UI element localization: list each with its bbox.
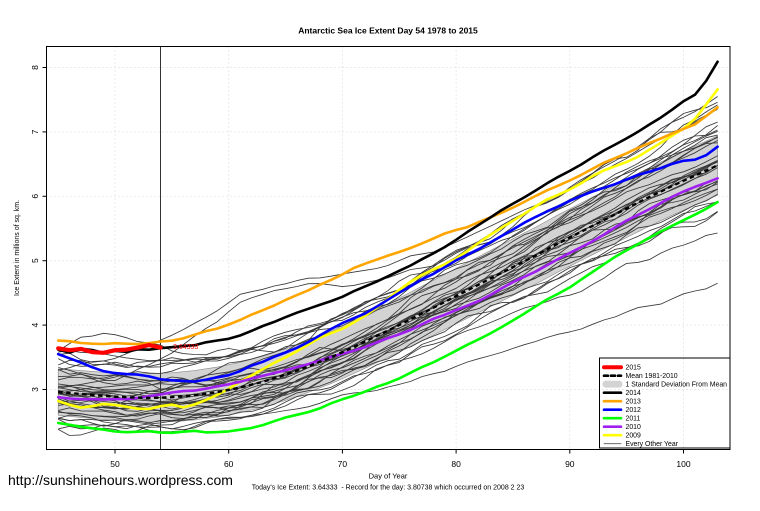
svg-text:3: 3: [30, 387, 40, 392]
svg-text:70: 70: [338, 459, 348, 469]
svg-text:3.64333: 3.64333: [173, 344, 198, 351]
svg-text:2013: 2013: [626, 399, 641, 406]
svg-text:80: 80: [451, 459, 461, 469]
svg-text:7: 7: [30, 129, 40, 134]
svg-text:Every Other Year: Every Other Year: [626, 441, 679, 448]
svg-text:50: 50: [110, 459, 120, 469]
svg-text:http://sunshinehours.wordpress: http://sunshinehours.wordpress.com: [8, 472, 233, 488]
svg-text:4: 4: [30, 322, 40, 327]
svg-text:2011: 2011: [626, 416, 641, 423]
svg-text:Today's Ice Extent: 3.64333 -: Today's Ice Extent: 3.64333 - Record for…: [252, 485, 525, 492]
svg-text:Mean 1981-2010: Mean 1981-2010: [626, 373, 678, 380]
svg-text:90: 90: [565, 459, 575, 469]
svg-text:Ice Extent in millions of sq.: Ice Extent in millions of sq. km.: [14, 200, 21, 296]
svg-text:8: 8: [30, 65, 40, 70]
svg-text:6: 6: [30, 194, 40, 199]
svg-text:Antarctic Sea Ice Extent Day 5: Antarctic Sea Ice Extent Day 54 1978 to …: [298, 26, 478, 36]
svg-text:5: 5: [30, 258, 40, 263]
svg-text:1 Standard Deviation From Mean: 1 Standard Deviation From Mean: [626, 382, 728, 389]
svg-text:2014: 2014: [626, 390, 641, 397]
svg-text:2009: 2009: [626, 433, 641, 440]
svg-text:2015: 2015: [626, 365, 641, 372]
svg-text:60: 60: [224, 459, 234, 469]
svg-text:2012: 2012: [626, 407, 641, 414]
svg-text:2010: 2010: [626, 424, 641, 431]
svg-text:100: 100: [676, 459, 690, 469]
svg-text:Day of Year: Day of Year: [369, 472, 408, 481]
